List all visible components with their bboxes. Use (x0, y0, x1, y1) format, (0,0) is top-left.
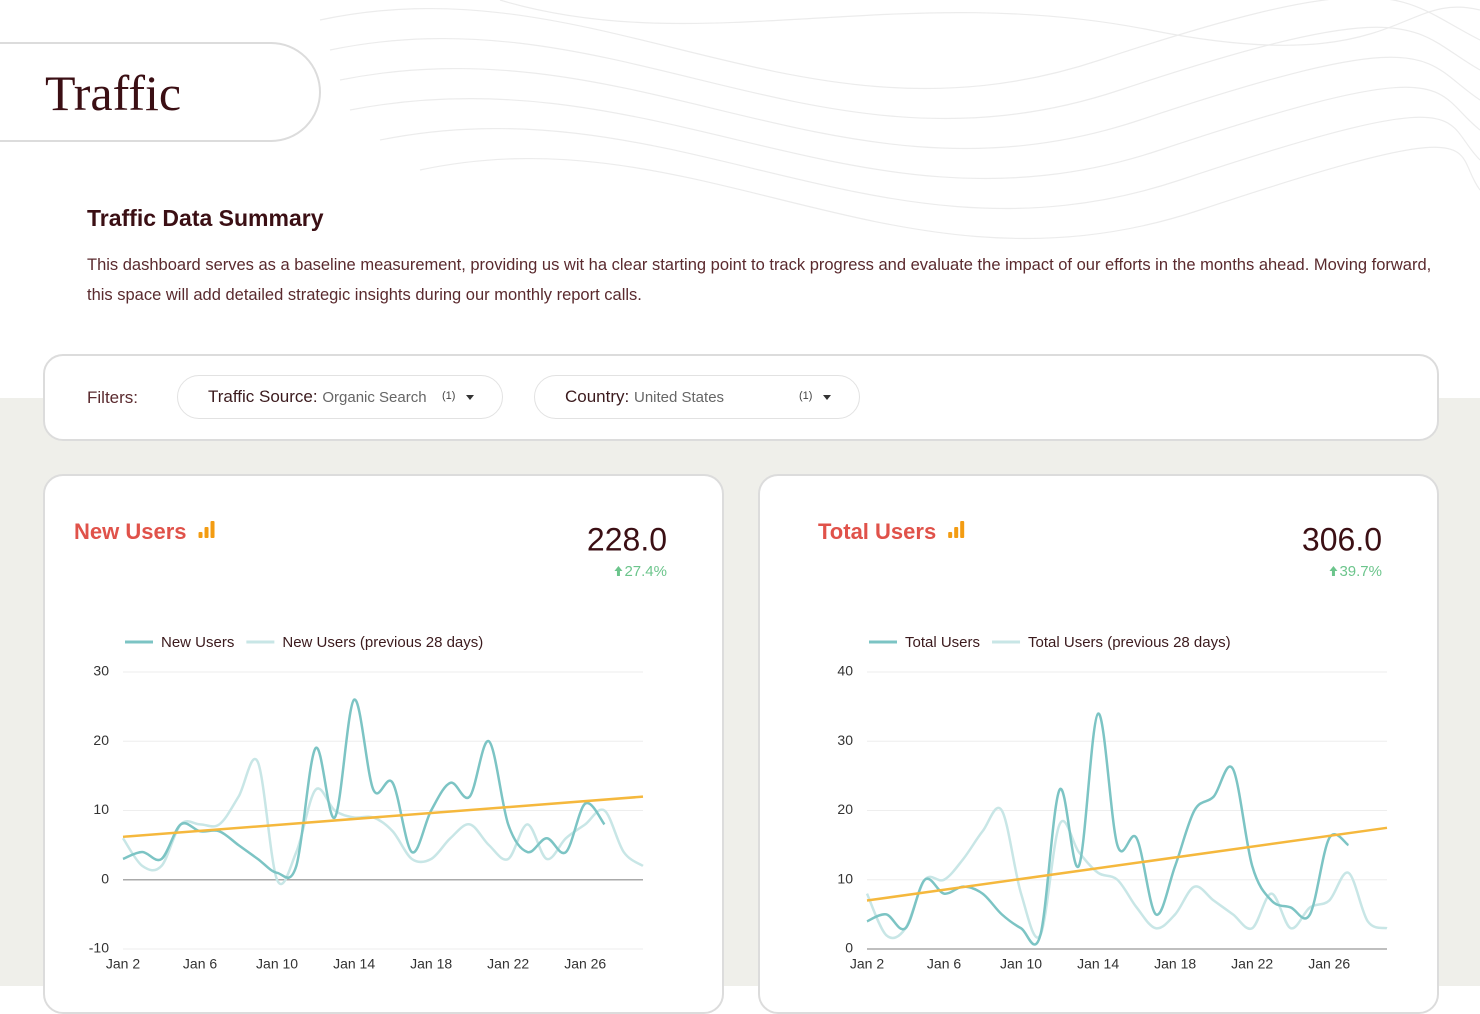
x-tick-label: Jan 14 (333, 956, 375, 972)
metric-change: 39.7% (1339, 563, 1382, 580)
analytics-icon (954, 527, 959, 538)
x-tick-label: Jan 2 (106, 956, 140, 972)
x-tick-label: Jan 26 (564, 956, 606, 972)
chart-title: New Users (74, 519, 187, 544)
series-line (121, 757, 644, 886)
trend-line (122, 795, 644, 839)
y-tick-label: 30 (93, 663, 109, 679)
metric-change: 27.4% (624, 563, 667, 580)
decoration (319, 0, 1480, 240)
chart-card: Total Users 306.0 39.7% Total Users Total Us… (758, 474, 1439, 1014)
y-tick-label: 40 (837, 663, 853, 679)
metric-value: 306.0 (1302, 521, 1382, 557)
analytics-icon (204, 527, 209, 538)
x-tick-label: Jan 10 (256, 956, 298, 972)
summary-title: Traffic Data Summary (87, 205, 324, 231)
series-line (865, 806, 1388, 940)
y-tick-label: -10 (89, 940, 109, 956)
filter-name: Country: (565, 387, 630, 406)
filter-name: Traffic Source: (208, 387, 318, 406)
x-tick-label: Jan 22 (487, 956, 529, 972)
x-tick-label: Jan 18 (1154, 956, 1196, 972)
y-tick-label: 30 (837, 732, 853, 748)
summary-text: This dashboard serves as a baseline meas… (87, 256, 1432, 304)
analytics-icon (948, 532, 953, 538)
series-line (866, 712, 1350, 946)
x-tick-label: Jan 2 (850, 956, 884, 972)
analytics-icon (210, 521, 215, 538)
legend-label: New Users (161, 634, 234, 651)
x-tick-label: Jan 22 (1231, 956, 1273, 972)
chart-card: New Users 228.0 27.4% New Users New Users (p… (43, 474, 724, 1014)
x-tick-label: Jan 6 (927, 956, 961, 972)
filter-value: Organic Search (322, 389, 427, 406)
series-line (122, 698, 606, 879)
caret (823, 395, 831, 400)
chart: New Users 228.0 27.4% New Users New Users (p… (74, 519, 667, 972)
trend-line (866, 826, 1388, 902)
filters-label: Filters: (87, 388, 138, 407)
page-title: Traffic (45, 65, 182, 121)
y-tick-label: 10 (93, 801, 109, 817)
filter-count: (1) (799, 390, 813, 402)
filter-count: (1) (442, 390, 456, 402)
y-tick-label: 10 (837, 870, 853, 886)
metric-value: 228.0 (587, 521, 667, 557)
x-tick-label: Jan 18 (410, 956, 452, 972)
legend-label: New Users (previous 28 days) (282, 634, 483, 651)
legend-label: Total Users (905, 634, 980, 651)
y-tick-label: 0 (101, 870, 109, 886)
legend-label: Total Users (previous 28 days) (1028, 634, 1231, 651)
x-tick-label: Jan 10 (1000, 956, 1042, 972)
x-tick-label: Jan 26 (1308, 956, 1350, 972)
filter-value: United States (633, 389, 725, 406)
x-tick-label: Jan 14 (1077, 956, 1119, 972)
y-tick-label: 20 (837, 801, 853, 817)
up-arrow (1329, 566, 1338, 576)
page-header: Traffic (0, 42, 321, 142)
chart-title: Total Users (818, 519, 936, 544)
chart: Total Users 306.0 39.7% Total Users Total Us… (818, 519, 1388, 972)
y-tick-label: 0 (845, 940, 853, 956)
analytics-icon (198, 532, 203, 538)
y-tick-label: 20 (93, 732, 109, 748)
filter-bar: Filters: Traffic Source: Organic Search … (43, 354, 1439, 441)
x-tick-label: Jan 6 (183, 956, 217, 972)
analytics-icon (960, 521, 965, 538)
up-arrow (614, 566, 623, 576)
filter-dropdown[interactable]: Country: United States (1) (534, 375, 860, 419)
caret (466, 395, 474, 400)
filter-dropdown[interactable]: Traffic Source: Organic Search (1) (177, 375, 503, 419)
